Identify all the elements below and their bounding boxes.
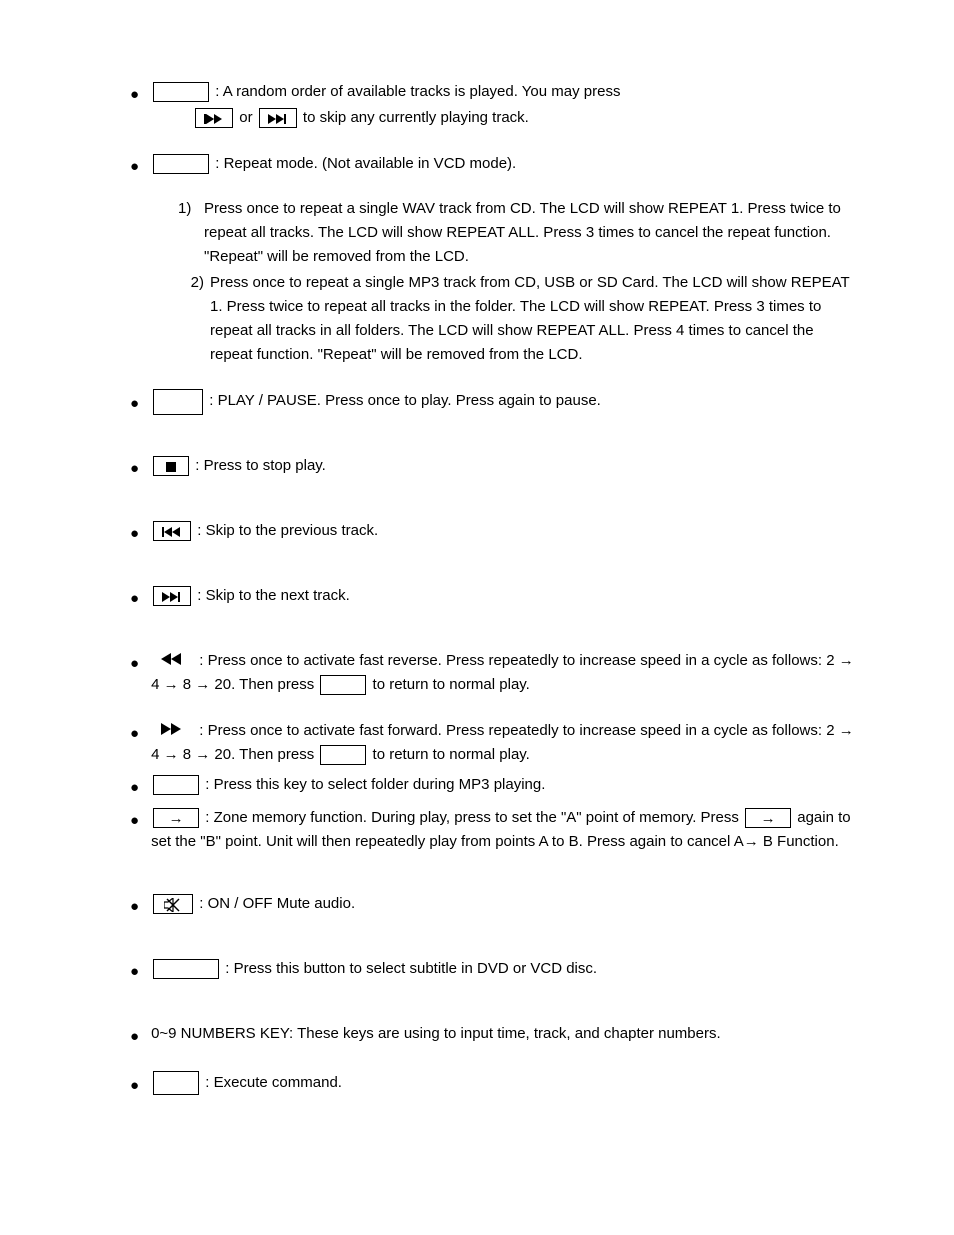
bullet: ●	[130, 522, 139, 546]
skip-forward-icon	[259, 108, 297, 128]
content-mute: : ON / OFF Mute audio.	[151, 892, 854, 916]
bullet: ●	[130, 155, 139, 179]
skip-back-icon	[153, 521, 191, 541]
text-numbers: 0~9 NUMBERS KEY: These keys are using to…	[151, 1025, 721, 1042]
item-folder: ● : Press this key to select folder duri…	[130, 773, 854, 800]
bullet: ●	[130, 457, 139, 481]
text-next: : Skip to the next track.	[197, 587, 350, 604]
text-random-1: : A random order of available tracks is …	[215, 83, 620, 100]
repeat-list-1: 1) Press once to repeat a single WAV tra…	[178, 197, 854, 269]
bullet: ●	[130, 587, 139, 611]
item-next: ● : Skip to the next track.	[130, 584, 854, 611]
item-numbers: ● 0~9 NUMBERS KEY: These keys are using …	[130, 1022, 854, 1049]
text-zone-1: : Zone memory function. During play, pre…	[205, 809, 739, 826]
stop-icon	[153, 456, 189, 476]
repeat-numbered-list: 1) Press once to repeat a single WAV tra…	[178, 197, 854, 367]
item-repeat: ● : Repeat mode. (Not available in VCD m…	[130, 152, 854, 179]
bullet: ●	[130, 652, 139, 676]
text-playpause: : PLAY / PAUSE. Press once to play. Pres…	[209, 392, 601, 409]
num-2-text: Press once to repeat a single MP3 track …	[210, 271, 854, 367]
fast-forward-icon	[153, 721, 193, 741]
content-prev: : Skip to the previous track.	[151, 519, 854, 543]
text-stop: : Press to stop play.	[195, 457, 326, 474]
content-ff: : Press once to activate fast forward. P…	[151, 719, 854, 767]
content-rewind: : Press once to activate fast reverse. P…	[151, 649, 854, 697]
content-repeat: : Repeat mode. (Not available in VCD mod…	[151, 152, 854, 176]
skip-back-icon	[195, 108, 233, 128]
repeat-list-2: 2) Press once to repeat a single MP3 tra…	[158, 271, 854, 367]
text-repeat: : Repeat mode. (Not available in VCD mod…	[215, 155, 516, 172]
bullet: ●	[130, 960, 139, 984]
item-ff: ● : Press once to activate fast forward.…	[130, 719, 854, 767]
content-zone: → : Zone memory function. During play, p…	[151, 806, 854, 854]
content-folder: : Press this key to select folder during…	[151, 773, 854, 797]
text-prev: : Skip to the previous track.	[197, 522, 378, 539]
bullet: ●	[130, 895, 139, 919]
item-rewind: ● : Press once to activate fast reverse.…	[130, 649, 854, 697]
item-random: ● : A random order of available tracks i…	[130, 80, 854, 130]
page: ● : A random order of available tracks i…	[0, 0, 954, 1235]
button-blank-rew	[320, 675, 366, 695]
arrow-icon: →	[745, 808, 791, 828]
item-mute: ● : ON / OFF Mute audio.	[130, 892, 854, 919]
text-random-2: to skip any currently playing track.	[303, 109, 529, 126]
item-playpause: ● : PLAY / PAUSE. Press once to play. Pr…	[130, 389, 854, 416]
item-subtitle: ● : Press this button to select subtitle…	[130, 957, 854, 984]
item-stop: ● : Press to stop play.	[130, 454, 854, 481]
bullet: ●	[130, 1025, 139, 1049]
content-numbers: 0~9 NUMBERS KEY: These keys are using to…	[151, 1022, 854, 1046]
content-execute: : Execute command.	[151, 1071, 854, 1095]
text-rew-2: to return to normal play.	[373, 676, 530, 693]
content-playpause: : PLAY / PAUSE. Press once to play. Pres…	[151, 389, 854, 415]
num-1-text: Press once to repeat a single WAV track …	[204, 197, 854, 269]
item-execute: ● : Execute command.	[130, 1071, 854, 1098]
bullet: ●	[130, 83, 139, 107]
text-ff-2: to return to normal play.	[373, 746, 530, 763]
text-subtitle: : Press this button to select subtitle i…	[225, 960, 597, 977]
button-blank-repeat	[153, 154, 209, 174]
text-mute: : ON / OFF Mute audio.	[199, 895, 355, 912]
bullet: ●	[130, 722, 139, 746]
content-random: : A random order of available tracks is …	[151, 80, 854, 130]
bullet: ●	[130, 392, 139, 416]
button-blank-playpause	[153, 389, 203, 415]
button-blank-subtitle	[153, 959, 219, 979]
bullet: ●	[130, 1074, 139, 1098]
content-next: : Skip to the next track.	[151, 584, 854, 608]
content-subtitle: : Press this button to select subtitle i…	[151, 957, 854, 981]
line2-random: or to skip any currently playing track.	[193, 106, 854, 130]
num-2: 2)	[158, 271, 210, 367]
bullet: ●	[130, 809, 139, 833]
text-folder: : Press this key to select folder during…	[205, 776, 545, 793]
rewind-icon	[153, 651, 193, 671]
arrow-glyph: →	[169, 810, 184, 827]
text-execute: : Execute command.	[205, 1074, 342, 1091]
num-1: 1)	[178, 197, 204, 269]
mute-icon	[153, 894, 193, 914]
text-or: or	[239, 109, 252, 126]
content-stop: : Press to stop play.	[151, 454, 854, 478]
button-blank-folder	[153, 775, 199, 795]
item-zone: ● → : Zone memory function. During play,…	[130, 806, 854, 854]
button-blank-execute	[153, 1071, 199, 1095]
bullet: ●	[130, 776, 139, 800]
button-blank-random	[153, 82, 209, 102]
item-prev: ● : Skip to the previous track.	[130, 519, 854, 546]
arrow-glyph-2: →	[761, 810, 776, 827]
arrow-icon: →	[153, 808, 199, 828]
button-blank-ff	[320, 745, 366, 765]
skip-forward-icon	[153, 586, 191, 606]
